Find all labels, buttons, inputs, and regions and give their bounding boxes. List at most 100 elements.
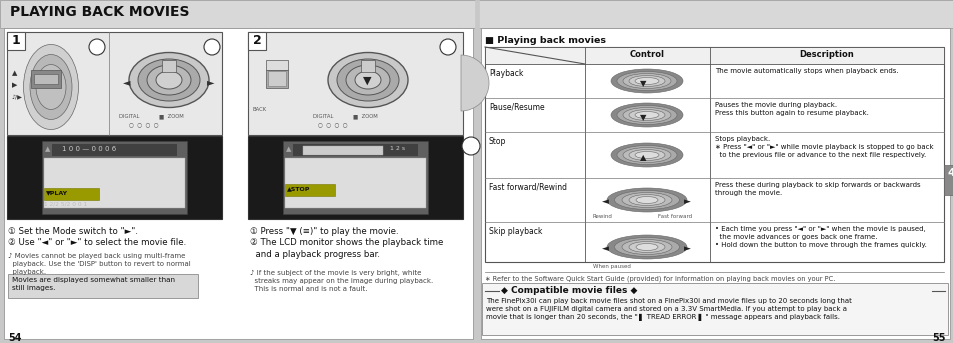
Text: Movies are displayed somewhat smaller than
still images.: Movies are displayed somewhat smaller th… bbox=[12, 277, 174, 291]
Text: Pauses the movie during playback.
Press this button again to resume playback.: Pauses the movie during playback. Press … bbox=[714, 102, 868, 116]
Ellipse shape bbox=[617, 106, 677, 125]
Text: ♪ Movies cannot be played back using multi-frame
  playback. Use the 'DISP' butt: ♪ Movies cannot be played back using mul… bbox=[8, 253, 191, 275]
Ellipse shape bbox=[622, 147, 670, 163]
Circle shape bbox=[89, 39, 105, 55]
Ellipse shape bbox=[610, 103, 682, 127]
Ellipse shape bbox=[617, 71, 677, 91]
Text: ◄: ◄ bbox=[123, 77, 131, 87]
Text: ∗ Refer to the Software Quick Start Guide (provided) for information on playing : ∗ Refer to the Software Quick Start Guid… bbox=[484, 276, 835, 283]
Ellipse shape bbox=[614, 190, 679, 210]
Ellipse shape bbox=[621, 239, 671, 255]
Bar bbox=[4, 28, 473, 339]
Ellipse shape bbox=[636, 244, 658, 250]
Bar bbox=[52, 144, 177, 156]
Bar bbox=[34, 74, 58, 84]
Bar bbox=[248, 32, 462, 135]
Text: When paused: When paused bbox=[593, 264, 630, 269]
Ellipse shape bbox=[628, 109, 664, 120]
Bar bbox=[248, 32, 266, 50]
Ellipse shape bbox=[635, 78, 659, 84]
Bar bbox=[484, 47, 943, 262]
Bar bbox=[8, 274, 198, 298]
Text: BACK: BACK bbox=[253, 107, 267, 112]
Ellipse shape bbox=[30, 55, 71, 119]
Ellipse shape bbox=[156, 71, 182, 89]
Text: ① Set the Mode switch to "►".: ① Set the Mode switch to "►". bbox=[8, 227, 138, 236]
Ellipse shape bbox=[622, 107, 670, 122]
Bar bbox=[475, 0, 478, 343]
Text: PLAYING BACK MOVIES: PLAYING BACK MOVIES bbox=[10, 5, 190, 19]
Text: ① Press "▼ (≡)" to play the movie.: ① Press "▼ (≡)" to play the movie. bbox=[250, 227, 398, 236]
Ellipse shape bbox=[628, 241, 664, 252]
Text: ②: ② bbox=[209, 43, 215, 52]
Text: Press these during playback to skip forwards or backwards
through the movie.: Press these during playback to skip forw… bbox=[714, 182, 920, 196]
Text: ②: ② bbox=[467, 142, 474, 151]
Text: ►: ► bbox=[683, 244, 690, 253]
Text: ▼PAUSE: ▼PAUSE bbox=[285, 197, 309, 202]
Text: Stops playback.
∗ Press "◄" or "►" while movie playback is stopped to go back
  : Stops playback. ∗ Press "◄" or "►" while… bbox=[714, 136, 933, 158]
Bar bbox=[266, 60, 288, 70]
Ellipse shape bbox=[610, 69, 682, 93]
Ellipse shape bbox=[147, 65, 191, 95]
Text: ♪/▶: ♪/▶ bbox=[11, 95, 22, 100]
Text: ►: ► bbox=[683, 197, 690, 206]
Bar bbox=[7, 32, 222, 135]
Bar bbox=[42, 141, 187, 214]
Text: ▼: ▼ bbox=[363, 76, 371, 86]
Bar bbox=[283, 141, 428, 214]
Text: 1: 1 bbox=[11, 34, 20, 47]
Ellipse shape bbox=[36, 64, 66, 109]
Text: ◄: ◄ bbox=[601, 197, 608, 206]
Text: The movie automatically stops when playback ends.: The movie automatically stops when playb… bbox=[714, 68, 898, 74]
Ellipse shape bbox=[628, 150, 664, 161]
Text: ▲: ▲ bbox=[45, 146, 51, 152]
Bar bbox=[248, 136, 462, 219]
Text: ② The LCD monitor shows the playback time
  and a playback progress bar.: ② The LCD monitor shows the playback tim… bbox=[250, 238, 443, 259]
Text: ▼: ▼ bbox=[639, 113, 645, 122]
Text: Rewind: Rewind bbox=[593, 214, 612, 219]
Text: ○  ○  ○  ○: ○ ○ ○ ○ bbox=[129, 122, 158, 127]
Wedge shape bbox=[460, 55, 489, 111]
Text: 1 2/2 5/2 0 0 1: 1 2/2 5/2 0 0 1 bbox=[44, 201, 87, 206]
Text: ▲: ▲ bbox=[639, 153, 645, 162]
Text: ■ Playing back movies: ■ Playing back movies bbox=[484, 36, 605, 45]
Text: ►: ► bbox=[207, 77, 214, 87]
Bar bbox=[162, 60, 175, 72]
Text: Skip playback: Skip playback bbox=[489, 227, 542, 236]
Bar bbox=[268, 71, 286, 86]
Text: Pause/Resume: Pause/Resume bbox=[489, 103, 544, 112]
Ellipse shape bbox=[610, 143, 682, 167]
Ellipse shape bbox=[328, 52, 408, 107]
Text: 2: 2 bbox=[253, 34, 261, 47]
Text: ▲: ▲ bbox=[12, 70, 17, 76]
Bar bbox=[0, 0, 476, 28]
Ellipse shape bbox=[606, 235, 686, 259]
Bar bbox=[303, 146, 382, 155]
Bar bbox=[476, 0, 953, 28]
Text: ◄: ◄ bbox=[601, 244, 608, 253]
Bar bbox=[285, 158, 426, 208]
Ellipse shape bbox=[636, 197, 658, 203]
Bar bbox=[7, 136, 222, 219]
Text: Playback: Playback bbox=[489, 69, 523, 78]
Text: ■: ■ bbox=[353, 114, 358, 119]
Bar bbox=[943, 165, 953, 195]
Bar bbox=[44, 158, 185, 208]
Text: Fast forward: Fast forward bbox=[658, 214, 691, 219]
Bar bbox=[293, 144, 417, 156]
Bar bbox=[484, 47, 943, 64]
Text: 1 0 0 — 0 0 0 6: 1 0 0 — 0 0 0 6 bbox=[62, 146, 116, 152]
Circle shape bbox=[439, 39, 456, 55]
Text: DIGITAL: DIGITAL bbox=[313, 114, 335, 119]
Text: Description: Description bbox=[799, 50, 854, 59]
Ellipse shape bbox=[617, 145, 677, 165]
Ellipse shape bbox=[138, 59, 200, 101]
Text: Fast forward/Rewind: Fast forward/Rewind bbox=[489, 183, 566, 192]
Bar bbox=[30, 70, 61, 88]
Bar bbox=[480, 28, 949, 339]
Text: ♪ If the subject of the movie is very bright, white
  streaks may appear on the : ♪ If the subject of the movie is very br… bbox=[250, 270, 433, 292]
Bar bbox=[360, 60, 375, 72]
Text: ①: ① bbox=[93, 43, 100, 52]
Text: DIGITAL: DIGITAL bbox=[119, 114, 141, 119]
Text: 54: 54 bbox=[8, 333, 22, 343]
